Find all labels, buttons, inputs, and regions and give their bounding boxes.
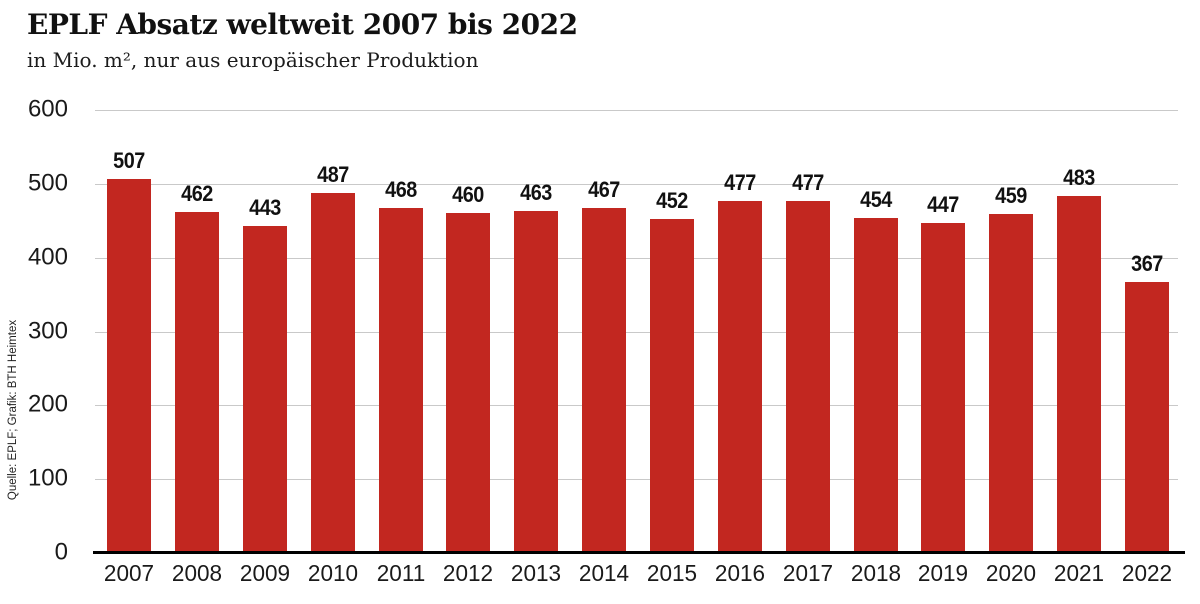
bar-value-label: 443 <box>248 194 281 220</box>
bar-value-label: 367 <box>1131 251 1163 276</box>
bar <box>1057 196 1102 553</box>
bar <box>921 223 966 553</box>
y-axis-tick-label: 200 <box>27 390 68 418</box>
bar-value-label: 487 <box>316 162 349 188</box>
bar-value-label: 467 <box>588 177 620 203</box>
x-axis-tick-label: 2021 <box>1054 560 1105 586</box>
x-axis-tick-label: 2022 <box>1121 560 1173 586</box>
bar <box>310 193 355 553</box>
x-axis-tick-label: 2018 <box>850 560 901 586</box>
bar-value-label: 462 <box>181 180 213 206</box>
x-axis-tick-label: 2019 <box>918 560 969 586</box>
gridline <box>95 258 1178 259</box>
bar-value-label: 459 <box>995 183 1028 209</box>
bar <box>582 208 627 553</box>
y-axis-tick-label: 0 <box>54 538 68 566</box>
bar <box>650 219 694 553</box>
bar <box>514 211 559 553</box>
bar <box>446 213 491 553</box>
y-axis-tick-label: 500 <box>27 169 68 197</box>
bar <box>174 211 219 553</box>
x-axis-tick-label: 2014 <box>578 560 630 586</box>
x-axis-tick-label: 2020 <box>986 560 1037 586</box>
bar-value-label: 452 <box>656 188 688 214</box>
x-axis-tick-label: 2016 <box>714 560 765 586</box>
bar <box>717 200 762 553</box>
gridline <box>95 332 1178 333</box>
bar-value-label: 463 <box>520 180 553 206</box>
bar <box>853 217 898 553</box>
x-axis-tick-label: 2010 <box>307 560 358 586</box>
bar-value-label: 454 <box>859 186 892 212</box>
chart-title: EPLF Absatz weltweit 2007 bis 2022 <box>27 8 578 41</box>
x-axis-tick-label: 2011 <box>376 560 425 586</box>
bar-value-label: 477 <box>791 169 824 195</box>
gridline <box>95 110 1178 111</box>
chart-subtitle: in Mio. m², nur aus europäischer Produkt… <box>27 48 479 72</box>
bar <box>107 178 151 553</box>
bar <box>378 207 423 553</box>
bar <box>989 214 1034 553</box>
bar-value-label: 507 <box>113 147 145 173</box>
bar <box>1125 282 1170 553</box>
x-axis-tick-label: 2017 <box>782 560 833 586</box>
bar <box>242 225 287 553</box>
x-axis-line <box>93 551 1185 554</box>
x-axis-tick-label: 2013 <box>511 560 562 586</box>
x-axis-tick-label: 2008 <box>171 560 222 586</box>
x-axis-tick-label: 2015 <box>646 560 698 586</box>
bar <box>785 200 830 553</box>
y-axis-tick-label: 300 <box>27 317 68 345</box>
x-axis-tick-label: 2007 <box>103 560 155 586</box>
y-axis-tick-label: 600 <box>27 95 68 123</box>
bar-value-label: 477 <box>723 169 756 195</box>
bar-value-label: 447 <box>927 192 960 217</box>
y-axis-tick-label: 400 <box>27 243 68 271</box>
gridline <box>95 184 1178 185</box>
x-axis-tick-label: 2009 <box>239 560 290 586</box>
gridline <box>95 405 1178 406</box>
bar-value-label: 483 <box>1063 165 1096 191</box>
y-axis-tick-label: 100 <box>27 464 68 492</box>
gridline <box>95 479 1178 480</box>
bar-value-label: 460 <box>452 182 485 208</box>
bar-value-label: 468 <box>384 176 417 202</box>
x-axis-tick-label: 2012 <box>443 560 494 586</box>
